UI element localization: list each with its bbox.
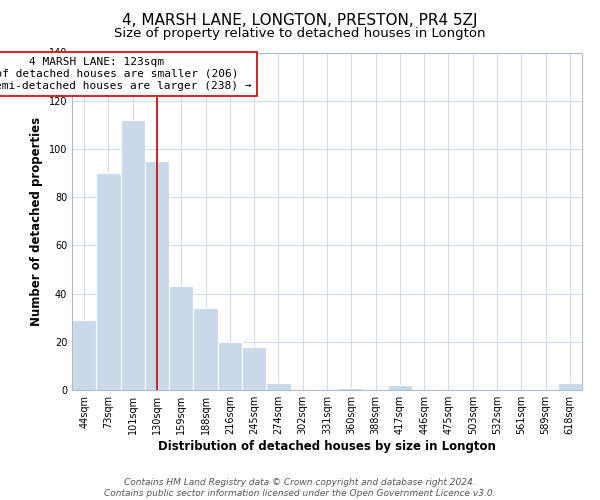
Bar <box>218 342 242 390</box>
Text: 4 MARSH LANE: 123sqm
← 46% of detached houses are smaller (206)
53% of semi-deta: 4 MARSH LANE: 123sqm ← 46% of detached h… <box>0 58 251 90</box>
Bar <box>242 346 266 390</box>
Bar <box>72 320 96 390</box>
Text: Size of property relative to detached houses in Longton: Size of property relative to detached ho… <box>114 28 486 40</box>
Bar <box>193 308 218 390</box>
Bar <box>339 388 364 390</box>
Y-axis label: Number of detached properties: Number of detached properties <box>30 116 43 326</box>
Text: 4, MARSH LANE, LONGTON, PRESTON, PR4 5ZJ: 4, MARSH LANE, LONGTON, PRESTON, PR4 5ZJ <box>122 12 478 28</box>
Text: Contains HM Land Registry data © Crown copyright and database right 2024.
Contai: Contains HM Land Registry data © Crown c… <box>104 478 496 498</box>
Bar <box>558 383 582 390</box>
Bar <box>266 383 290 390</box>
Bar <box>169 286 193 390</box>
Bar <box>145 161 169 390</box>
Bar <box>121 120 145 390</box>
X-axis label: Distribution of detached houses by size in Longton: Distribution of detached houses by size … <box>158 440 496 453</box>
Bar <box>388 385 412 390</box>
Bar <box>96 173 121 390</box>
